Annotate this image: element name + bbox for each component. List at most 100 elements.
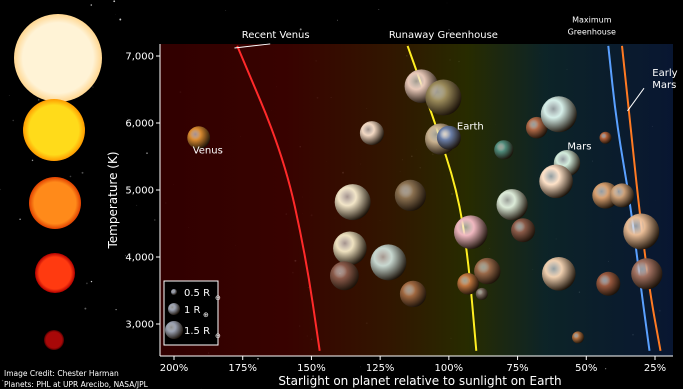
exoplanet-marker [454, 215, 488, 249]
background-star [360, 366, 361, 368]
background-star [69, 175, 72, 178]
background-star [448, 29, 450, 31]
background-star [425, 33, 427, 35]
background-star [90, 280, 93, 283]
exoplanet-marker [596, 271, 621, 296]
background-star [163, 368, 165, 370]
boundary-recent-venus [236, 45, 321, 351]
legend-subscript: ⊕ [203, 311, 209, 319]
exoplanet-marker [542, 257, 576, 291]
solar-planet-venus [187, 126, 211, 150]
background-star [259, 34, 261, 36]
background-star [378, 8, 380, 10]
recent-venus-leader [234, 43, 271, 49]
background-star [8, 95, 10, 96]
background-star [605, 368, 607, 370]
exoplanet-marker [631, 258, 663, 290]
exoplanet-marker [457, 273, 479, 295]
credits: Image Credit: Chester Harman Planets: PH… [4, 369, 149, 389]
x-tick-label: 50% [575, 363, 597, 374]
credit-line-1: Image Credit: Chester Harman [4, 369, 119, 378]
background-star [113, 0, 116, 3]
background-star [12, 119, 14, 122]
background-star [38, 99, 40, 101]
exoplanet-marker [511, 218, 536, 243]
background-star [86, 282, 88, 285]
background-star [1, 379, 4, 382]
boundary-label: Early [652, 68, 677, 79]
exoplanet-marker [526, 116, 548, 139]
planet-markers [187, 69, 663, 344]
planet-label-mars: Mars [567, 142, 591, 153]
legend-label: 1.5 R [184, 326, 210, 337]
legend-marker [171, 289, 177, 295]
exoplanet-marker [330, 261, 359, 291]
solar-planet-earth [436, 125, 461, 150]
exoplanet-marker [623, 213, 660, 250]
exoplanet-marker [496, 189, 528, 221]
y-tick-label: 6,000 [125, 119, 154, 130]
x-tick-label: 175% [228, 363, 257, 374]
exoplanet-marker [540, 96, 577, 133]
y-tick-label: 3,000 [125, 320, 154, 331]
exoplanet-marker [394, 179, 426, 211]
background-star [312, 375, 315, 378]
y-axis-label: Temperature (K) [106, 151, 120, 249]
exoplanet-marker [474, 257, 501, 285]
host-star-3 [29, 177, 81, 229]
y-tick-label: 7,000 [125, 52, 154, 63]
legend-marker [165, 321, 183, 339]
host-star-1 [14, 14, 102, 102]
y-axis: 3,000 4,000 5,000 6,000 7,000 Temperature (K… [106, 44, 161, 356]
x-tick-label: 200% [160, 363, 189, 374]
background-star [225, 10, 227, 11]
host-star-4 [35, 253, 75, 293]
x-tick-label: 150% [297, 363, 326, 374]
credit-line-2: Planets: PHL at UPR Arecibo, NASA/JPL [4, 380, 149, 389]
solar-system-labels: Venus Earth Mars [193, 122, 592, 157]
background-star [31, 159, 34, 162]
host-star-5 [44, 330, 64, 350]
legend: 0.5 R ⊕1 R ⊕1.5 R ⊕ [163, 280, 221, 346]
background-star [114, 14, 116, 15]
exoplanet-marker [333, 231, 367, 266]
boundary-label: Recent Venus [242, 30, 310, 41]
background-star [136, 204, 138, 206]
x-tick-label: 75% [506, 363, 528, 374]
exoplanet-marker [475, 287, 488, 300]
x-tick-label: 25% [644, 363, 666, 374]
background-star [19, 218, 21, 221]
exoplanet-marker [425, 79, 462, 116]
background-star [371, 384, 374, 386]
exoplanet-marker [399, 280, 427, 308]
background-star [90, 4, 93, 6]
background-star [81, 171, 84, 174]
legend-marker [168, 303, 180, 315]
x-tick-label: 125% [366, 363, 395, 374]
background-star [336, 19, 338, 21]
boundary-labels: Recent Venus Runaway Greenhouse Maximum Gre… [234, 16, 678, 112]
exoplanet-marker [610, 183, 634, 208]
background-star [154, 219, 156, 221]
legend-subscript: ⊕ [215, 332, 221, 340]
exoplanet-marker [334, 184, 371, 221]
x-tick-label: 100% [435, 363, 464, 374]
host-star-2 [23, 99, 85, 161]
background-star [0, 188, 1, 191]
legend-subscript: ⊕ [215, 294, 221, 302]
background-star [257, 358, 259, 360]
x-axis: 200% 175% 150% 125% 100% 75% 50% 25% Starlight … [160, 355, 673, 388]
exoplanet-marker [494, 140, 514, 160]
legend-label: 1 R [184, 305, 201, 316]
x-axis-label: Starlight on planet relative to sunlight… [278, 374, 561, 388]
left-star-column [14, 14, 102, 350]
early-mars-leader [627, 87, 645, 112]
planet-label-earth: Earth [457, 122, 484, 133]
background-star [92, 86, 94, 88]
background-star [422, 38, 424, 39]
boundary-label: Maximum [572, 16, 612, 25]
background-star [299, 28, 302, 31]
background-star [119, 18, 122, 21]
exoplanet-marker [572, 331, 584, 344]
y-tick-label: 5,000 [125, 186, 154, 197]
